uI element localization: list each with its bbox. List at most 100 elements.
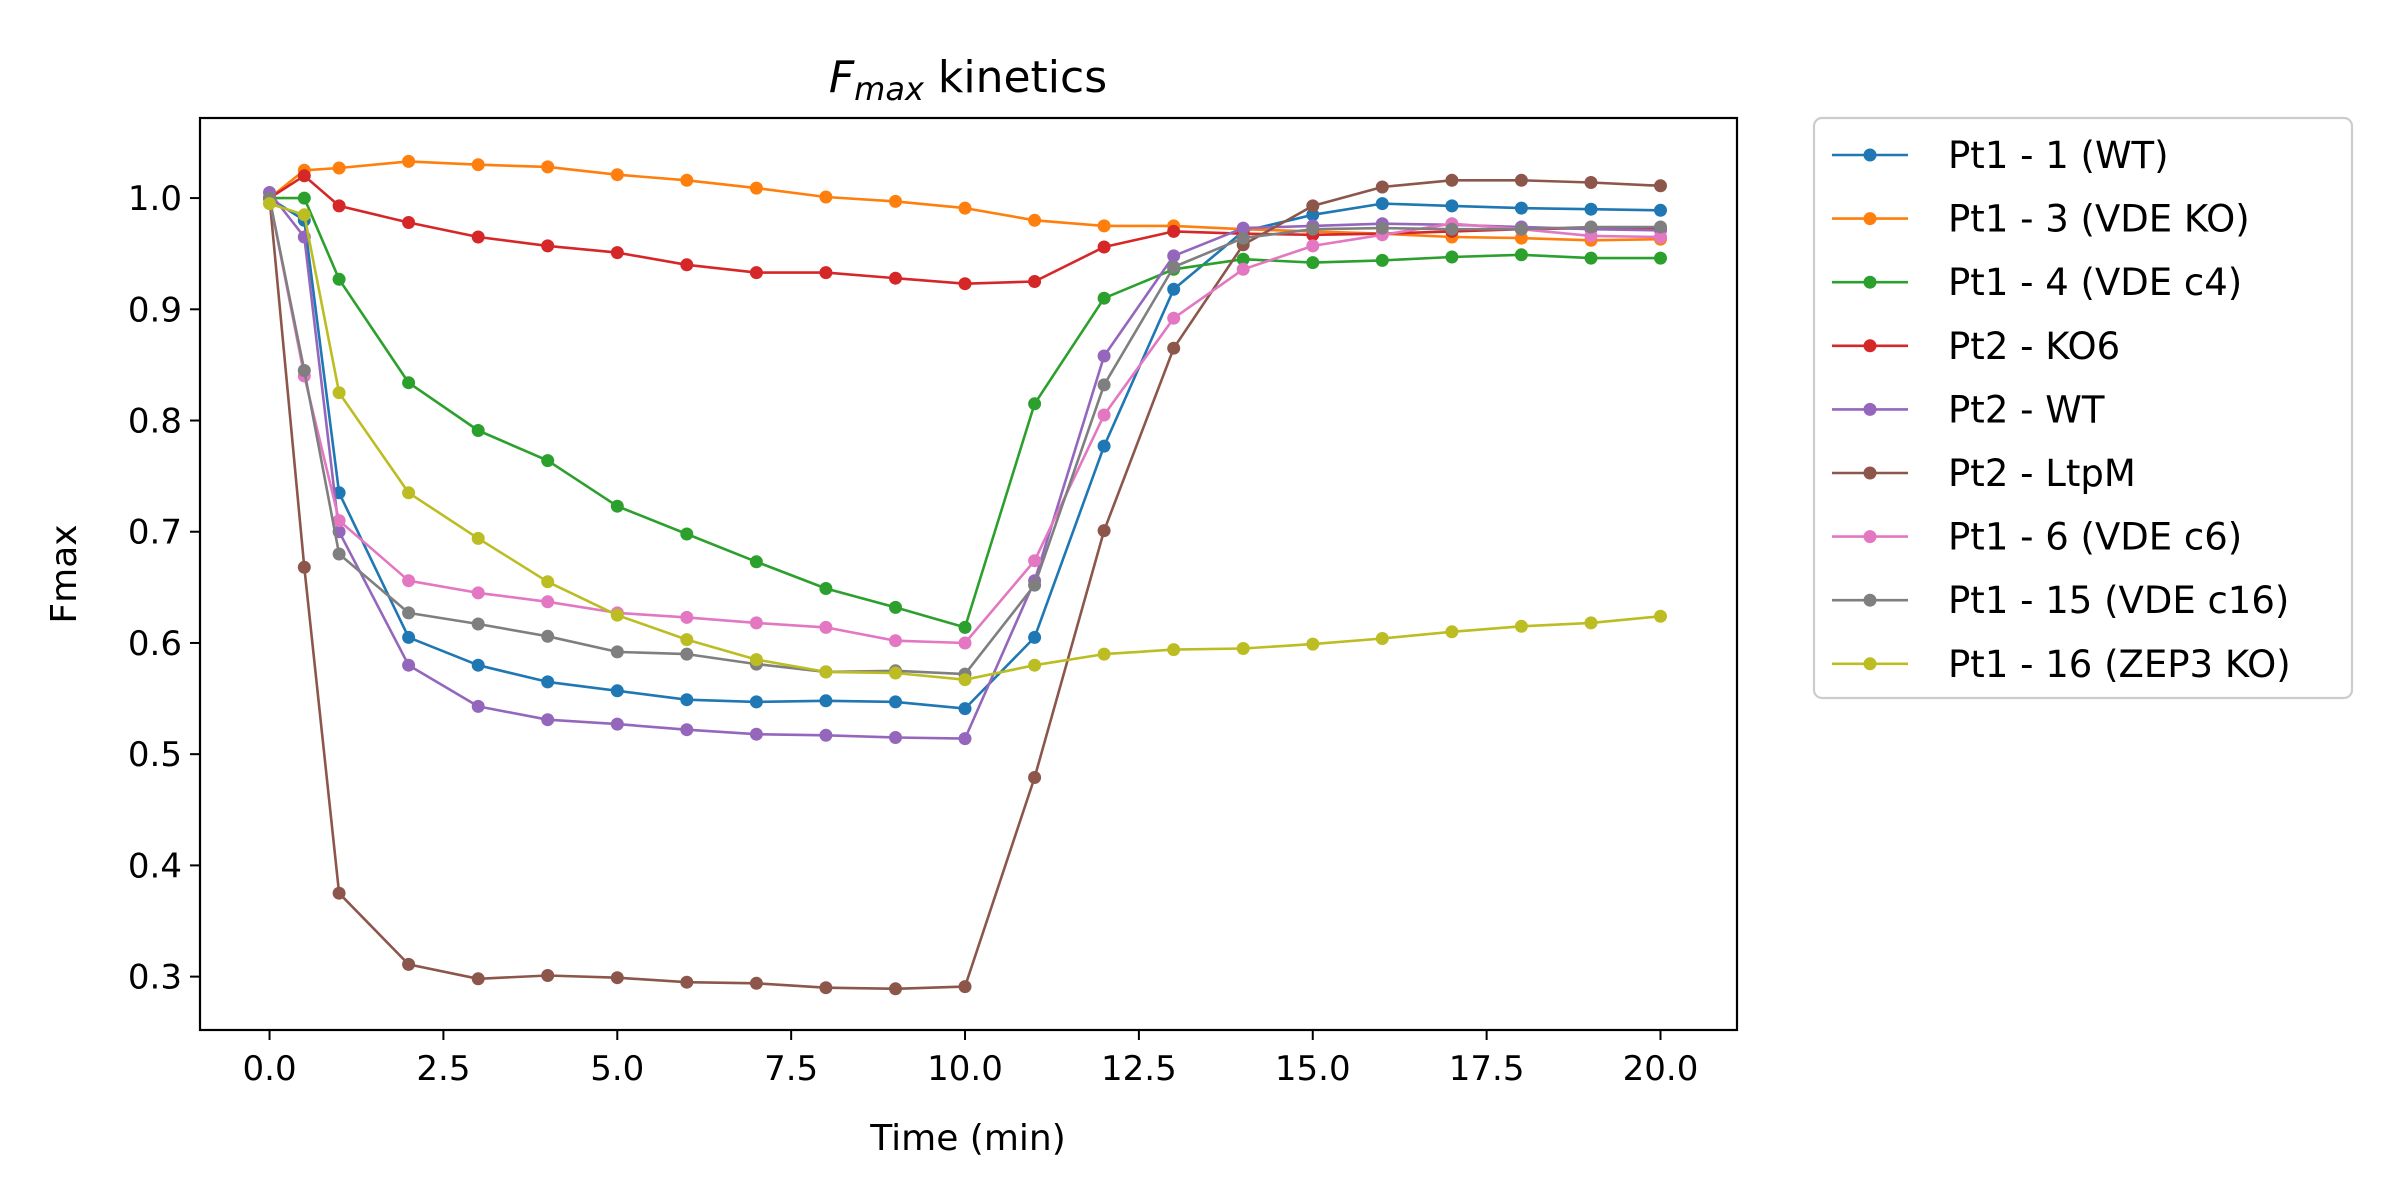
data-point	[819, 665, 833, 679]
legend-entry-7: Pt1 - 6 (VDE c6)	[1832, 516, 2242, 559]
data-point	[1236, 231, 1250, 245]
data-point	[749, 181, 763, 195]
data-point	[1375, 253, 1389, 267]
y-tick-label: 0.5	[128, 735, 182, 775]
data-point	[889, 634, 902, 648]
data-point	[1028, 213, 1042, 227]
data-point	[1445, 173, 1459, 187]
data-point	[1375, 180, 1389, 194]
data-point	[1306, 637, 1320, 651]
data-point	[958, 980, 972, 994]
data-point	[1375, 197, 1389, 211]
data-point	[1097, 291, 1111, 305]
y-tick-label: 0.4	[128, 846, 182, 886]
legend: Pt1 - 1 (WT) Pt1 - 3 (VDE KO) Pt1 - 4 (VDE…	[1812, 116, 2354, 700]
data-point	[1028, 578, 1042, 592]
data-point	[1097, 240, 1111, 254]
data-point	[1654, 179, 1667, 193]
x-tick-label: 2.5	[416, 1049, 470, 1089]
chart-title-main: F	[829, 52, 855, 103]
legend-marker	[1863, 593, 1877, 607]
y-tick-label: 0.8	[128, 402, 182, 442]
legend-label: Pt1 - 6 (VDE c6)	[1948, 516, 2242, 559]
data-point	[958, 702, 972, 716]
data-point	[889, 982, 902, 996]
data-point	[541, 713, 555, 727]
x-tick-label: 0.0	[243, 1049, 297, 1089]
data-point	[1167, 282, 1181, 296]
plot-frame	[198, 116, 1739, 1032]
y-axis-label: Fmax	[44, 524, 85, 623]
data-point	[402, 630, 416, 644]
data-point	[819, 620, 833, 634]
data-point	[1654, 203, 1667, 217]
data-point	[1306, 199, 1320, 213]
data-point	[1514, 201, 1528, 215]
data-point	[1097, 439, 1111, 453]
data-point	[1236, 252, 1250, 266]
data-point	[263, 197, 276, 211]
data-point	[1167, 249, 1181, 263]
data-point	[1306, 256, 1320, 270]
series-line	[269, 196, 1661, 629]
data-point	[1514, 619, 1528, 633]
chart-title-rest: kinetics	[924, 52, 1107, 103]
data-point	[332, 161, 346, 175]
data-point	[889, 731, 902, 744]
data-point	[749, 653, 763, 667]
data-point	[1167, 260, 1181, 274]
data-point	[1097, 378, 1111, 392]
data-point	[1167, 643, 1181, 657]
data-point	[749, 555, 763, 569]
data-point	[610, 971, 624, 985]
data-point	[749, 695, 763, 709]
data-point	[889, 271, 902, 285]
data-point	[1236, 642, 1250, 655]
data-point	[1306, 222, 1320, 236]
legend-entry-6: Pt2 - LtpM	[1832, 452, 2136, 495]
x-tick-label: 17.5	[1449, 1049, 1525, 1089]
data-point	[471, 658, 485, 672]
data-point	[402, 957, 416, 971]
data-point	[1306, 239, 1320, 253]
data-point	[1584, 616, 1598, 630]
data-point	[471, 699, 485, 713]
data-point	[471, 617, 485, 631]
data-point	[1097, 408, 1111, 422]
data-point	[1654, 609, 1667, 623]
data-point	[402, 658, 416, 672]
data-point	[1167, 311, 1181, 325]
legend-label: Pt2 - LtpM	[1948, 452, 2136, 495]
legend-marker	[1863, 402, 1877, 416]
data-point	[471, 158, 485, 172]
data-point	[541, 969, 555, 982]
data-point	[680, 647, 694, 661]
data-point	[819, 694, 833, 708]
x-axis: 0.0 2.5 5.0 7.5 10.0 12.5 15.0 17.5 20.0	[243, 1030, 1699, 1089]
legend-marker	[1863, 275, 1877, 289]
data-point	[610, 168, 624, 182]
data-point	[749, 266, 763, 280]
data-point	[1028, 658, 1042, 672]
data-point	[1097, 349, 1111, 363]
data-point	[1584, 202, 1598, 216]
data-point	[1097, 219, 1111, 233]
x-tick-label: 12.5	[1101, 1049, 1177, 1089]
data-point	[332, 886, 346, 900]
data-point	[1445, 222, 1459, 236]
y-tick-label: 0.3	[128, 958, 182, 998]
data-point	[1097, 524, 1111, 538]
legend-marker	[1863, 148, 1877, 162]
data-point	[297, 560, 311, 574]
data-point	[471, 230, 485, 244]
data-point	[819, 582, 833, 595]
data-point	[402, 606, 416, 620]
data-point	[1028, 771, 1042, 784]
legend-entry-3: Pt1 - 4 (VDE c4)	[1832, 261, 2242, 304]
data-point	[610, 684, 624, 698]
data-point	[402, 486, 416, 500]
plot-area	[263, 154, 1667, 996]
data-point	[680, 693, 694, 707]
x-tick-label: 20.0	[1623, 1049, 1699, 1089]
